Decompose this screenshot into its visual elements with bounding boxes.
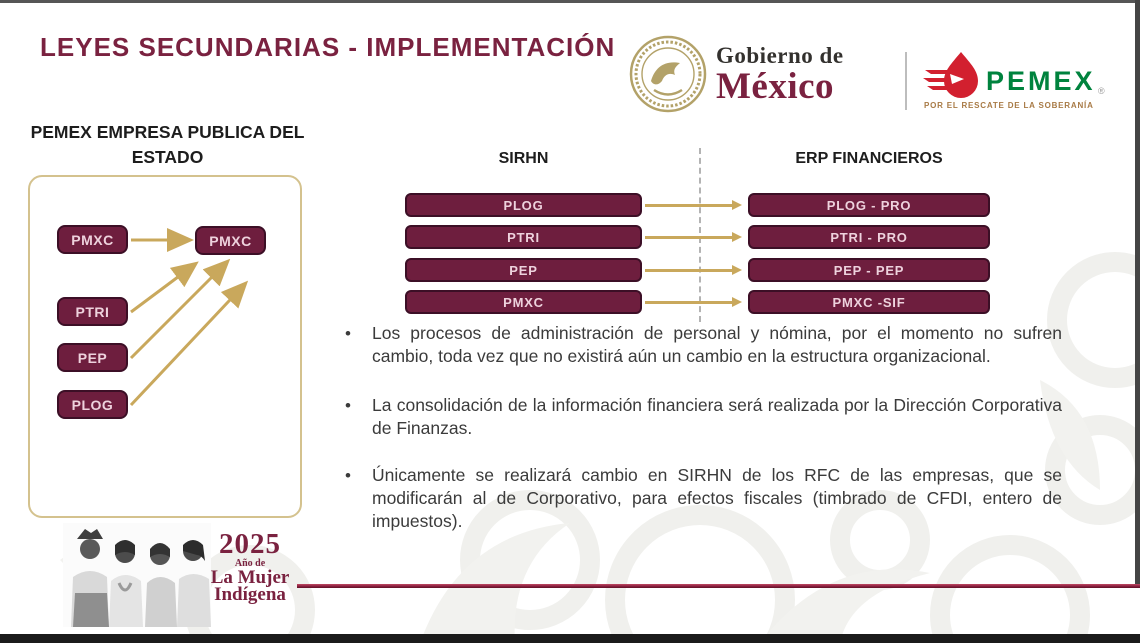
sirhn-pill: PMXC: [405, 290, 642, 314]
sirhn-pill: PLOG: [405, 193, 642, 217]
pemex-eagle-drop-icon: [923, 52, 978, 98]
bullet-item: • Los procesos de administración de pers…: [345, 322, 1062, 368]
campaign-line1: La Mujer: [210, 567, 290, 588]
org-node-plog: PLOG: [57, 390, 128, 419]
column-header-erp: ERP FINANCIEROS: [795, 150, 943, 167]
bottom-black-bar: [0, 634, 1140, 643]
gobierno-line1: Gobierno de: [716, 43, 844, 68]
mapping-arrow: [645, 232, 742, 241]
bullet-text: Los procesos de administración de person…: [372, 323, 1062, 366]
mapping-arrow: [645, 265, 742, 274]
campaign-line2: Indígena: [214, 584, 286, 605]
org-node-pmxc-target: PMXC: [195, 226, 266, 255]
slide-top-border: [0, 0, 1140, 3]
mapping-arrow: [645, 297, 742, 306]
gobierno-line2: México: [716, 66, 835, 107]
bullet-marker: •: [345, 466, 351, 485]
bullet-marker: •: [345, 324, 351, 343]
org-node-pmxc-source: PMXC: [57, 225, 128, 254]
bullet-marker: •: [345, 396, 351, 415]
pemex-wordmark: PEMEX: [986, 66, 1096, 96]
erp-pill: PEP - PEP: [748, 258, 990, 282]
indigenous-women-photo: [63, 523, 211, 627]
sirhn-pill: PEP: [405, 258, 642, 282]
pemex-registered-mark: ®: [1098, 86, 1105, 96]
campaign-year: 2025: [219, 528, 281, 560]
org-node-ptri: PTRI: [57, 297, 128, 326]
mapping-arrow: [645, 200, 742, 209]
logo-divider: [905, 52, 907, 110]
org-node-pep: PEP: [57, 343, 128, 372]
pemex-slogan: POR EL RESCATE DE LA SOBERANÍA: [924, 101, 1094, 110]
mapping-dashed-divider: [699, 148, 701, 322]
bullet-item: • Únicamente se realizará cambio en SIRH…: [345, 464, 1062, 533]
bullet-text: Únicamente se realizará cambio en SIRHN …: [372, 465, 1062, 531]
erp-pill: PTRI - PRO: [748, 225, 990, 249]
gobierno-wordmark: Gobierno de México: [716, 44, 844, 106]
bullet-item: • La consolidación de la información fin…: [345, 394, 1062, 440]
org-diagram-arrows: [129, 228, 249, 407]
bullet-text: La consolidación de la información finan…: [372, 395, 1062, 438]
column-header-sirhn: SIRHN: [498, 150, 549, 167]
campaign-year-sub: Año de: [234, 558, 266, 569]
erp-pill: PMXC -SIF: [748, 290, 990, 314]
org-diagram-box: [28, 175, 302, 518]
bullet-list: • Los procesos de administración de pers…: [345, 322, 1062, 559]
sirhn-pill: PTRI: [405, 225, 642, 249]
gobierno-eagle-seal-icon: [629, 35, 707, 113]
left-panel-heading: PEMEX EMPRESA PUBLICA DEL ESTADO: [30, 122, 305, 167]
footer-maroon-rule: [297, 584, 1140, 588]
slide-right-border: [1135, 0, 1140, 588]
erp-pill: PLOG - PRO: [748, 193, 990, 217]
page-title: LEYES SECUNDARIAS - IMPLEMENTACIÓN: [40, 32, 616, 62]
campaign-lockup: 2025 Año de La Mujer Indígena: [205, 528, 295, 605]
